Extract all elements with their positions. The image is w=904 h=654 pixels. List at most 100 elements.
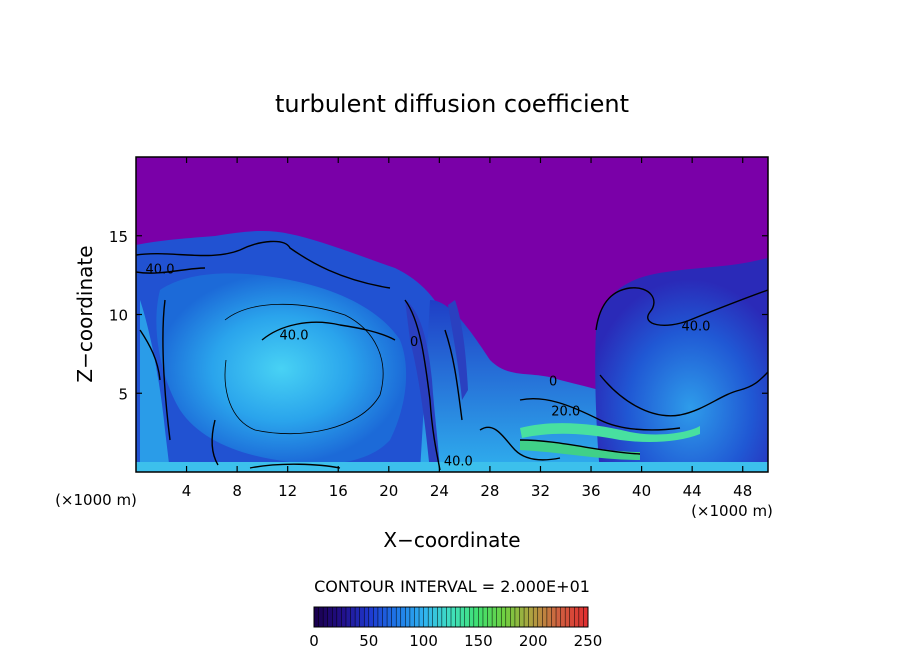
colorbar-segment (314, 607, 320, 627)
field-hot-band-1 (520, 440, 640, 460)
y-axis: 5 10 15 (109, 228, 768, 403)
colorbar-segment (355, 607, 361, 627)
colorbar-segment (551, 607, 557, 627)
contour-lines (136, 240, 768, 471)
x-tick-label: 16 (329, 482, 348, 500)
colorbar-segment (345, 607, 352, 627)
colorbar-segment (469, 607, 475, 627)
contour-label: 40.0 (280, 329, 309, 344)
x-tick-label: 20 (379, 482, 398, 500)
x-tick-label: 12 (278, 482, 297, 500)
colorbar-segment (368, 607, 374, 627)
colorbar-segment (432, 607, 438, 627)
x-tick-label: 40 (632, 482, 651, 500)
colorbar-segment (419, 607, 425, 627)
x-axis-label: X−coordinate (383, 528, 520, 552)
colorbar-segment (382, 607, 388, 627)
x-tick-label: 4 (182, 482, 192, 500)
colorbar-segment (332, 607, 338, 627)
contour-line-5 (444, 329, 463, 421)
colorbar-segment (387, 607, 393, 627)
plot-area: 40.0 40.0 40.0 40.0 0 0 20.0 (136, 157, 768, 472)
x-tick-label: 8 (232, 482, 242, 500)
field-streak-1 (405, 300, 440, 472)
contour-line-11 (162, 299, 171, 441)
colorbar-segment (510, 607, 516, 627)
colorbar-segment (391, 607, 397, 627)
colorbar-segment (373, 607, 379, 627)
contour-line-12 (211, 419, 219, 466)
colorbar-tick-label: 0 (309, 632, 319, 650)
colorbar-segment (405, 607, 411, 627)
colorbar-segment (364, 607, 370, 627)
colorbar-segment (359, 607, 365, 627)
contour-label: 40.0 (681, 319, 710, 334)
x-unit-right: (×1000 m) (691, 502, 773, 520)
contour-line-10 (249, 463, 341, 469)
y-tick-label: 5 (118, 385, 128, 403)
colorbar-tick-label: 250 (574, 632, 603, 650)
contour-label: 40.0 (146, 263, 175, 278)
colorbar-segment (478, 607, 484, 627)
contour-labels: 40.0 40.0 40.0 40.0 0 0 20.0 (146, 263, 711, 470)
contour-line-7 (599, 371, 768, 417)
x-tick-label: 28 (480, 482, 499, 500)
colorbar-segment (519, 607, 525, 627)
field-vortex (156, 273, 407, 465)
colorbar-segment (414, 607, 420, 627)
colorbar-segment (583, 607, 589, 627)
colorbar-segment (341, 607, 347, 627)
colorbar-tick-label: 100 (409, 632, 438, 650)
contour-line-2 (136, 267, 206, 274)
colorbar-segment (400, 607, 406, 627)
colorbar-segment (441, 607, 447, 627)
contour-line-1 (136, 240, 391, 289)
colorbar-segment (396, 607, 402, 627)
x-tick-label: 48 (733, 482, 752, 500)
colorbar-segment (537, 607, 543, 627)
contour-label: 0 (549, 374, 557, 389)
colorbar-segment (437, 607, 443, 627)
colorbar-segment (505, 607, 511, 627)
colorbar-segment (336, 607, 342, 627)
colorbar-segment (446, 607, 452, 627)
colorbar-tick-label: 50 (359, 632, 378, 650)
colorbar-segment (542, 607, 548, 627)
colorbar-segment (569, 607, 575, 627)
contour-line-8 (519, 398, 681, 431)
colorbar-segment (451, 607, 457, 627)
chart-title: turbulent diffusion coefficient (275, 90, 629, 118)
colorbar-segment (546, 607, 552, 627)
colorbar-segment (350, 607, 356, 627)
colorbar-segment (574, 607, 580, 627)
colorbar-segment (496, 607, 502, 627)
contour-line-3 (261, 321, 396, 341)
contour-line-13 (139, 329, 161, 381)
colorbar-segment (460, 607, 466, 627)
colorbar-frame (313, 606, 589, 628)
colorbar-segment (482, 607, 489, 627)
x-axis: 4 8 12 16 20 24 28 32 36 40 44 48 (182, 157, 752, 500)
contour-interval: CONTOUR INTERVAL = 2.000E+01 (314, 577, 590, 596)
colorbar-segment (492, 607, 498, 627)
colorbar-segment (501, 607, 507, 627)
y-tick-label: 15 (109, 228, 128, 246)
colorbar-segment (487, 607, 493, 627)
y-axis-label: Z−coordinate (73, 245, 97, 382)
contour-line-14 (224, 303, 384, 435)
colorbar-tick-label: 200 (519, 632, 548, 650)
colorbar-segment (514, 607, 520, 627)
colorbar-segment (473, 607, 479, 627)
x-unit-left: (×1000 m) (55, 491, 137, 509)
contour-label: 20.0 (551, 404, 580, 419)
x-tick-label: 36 (581, 482, 600, 500)
colorbar-segment (524, 607, 530, 627)
colorbar-segment (409, 607, 415, 627)
x-tick-label: 32 (531, 482, 550, 500)
y-tick-label: 10 (109, 307, 128, 325)
colorbar-segment (565, 607, 571, 627)
colorbar-segment (318, 607, 324, 627)
colorbar-segment (556, 607, 562, 627)
colorbar-segment (377, 607, 383, 627)
x-tick-label: 24 (430, 482, 449, 500)
